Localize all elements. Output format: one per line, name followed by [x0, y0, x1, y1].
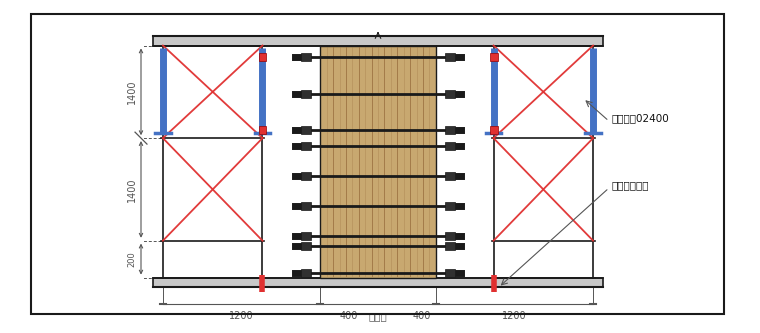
Bar [301, 202, 312, 210]
Bar [445, 232, 454, 240]
Bar [301, 269, 312, 276]
Text: 1400: 1400 [127, 177, 137, 202]
Bar [258, 126, 267, 134]
Text: 钒管斜撗02400: 钒管斜撗02400 [611, 113, 669, 123]
Text: 1400: 1400 [127, 80, 137, 104]
Bar [445, 202, 454, 210]
Bar [301, 242, 312, 250]
Text: 预埋钒筋地锄: 预埋钒筋地锄 [611, 180, 648, 190]
Bar [153, 277, 603, 287]
Text: 1200: 1200 [502, 311, 527, 321]
Bar [153, 36, 603, 46]
Bar [301, 54, 312, 62]
Bar [445, 172, 454, 180]
Bar [258, 54, 267, 62]
Bar [445, 269, 454, 276]
Bar [445, 142, 454, 150]
Bar [301, 172, 312, 180]
Bar [445, 242, 454, 250]
Bar [320, 46, 435, 277]
Bar [489, 54, 498, 62]
Bar [301, 90, 312, 98]
Bar [301, 232, 312, 240]
Text: 柱边长: 柱边长 [369, 311, 388, 321]
Bar [445, 126, 454, 134]
Text: 1200: 1200 [230, 311, 254, 321]
Bar [445, 54, 454, 62]
Text: 200: 200 [128, 251, 137, 267]
Bar [301, 126, 312, 134]
Bar [489, 126, 498, 134]
Text: 400: 400 [340, 311, 358, 321]
Bar [301, 142, 312, 150]
Bar [445, 90, 454, 98]
Text: 400: 400 [413, 311, 431, 321]
